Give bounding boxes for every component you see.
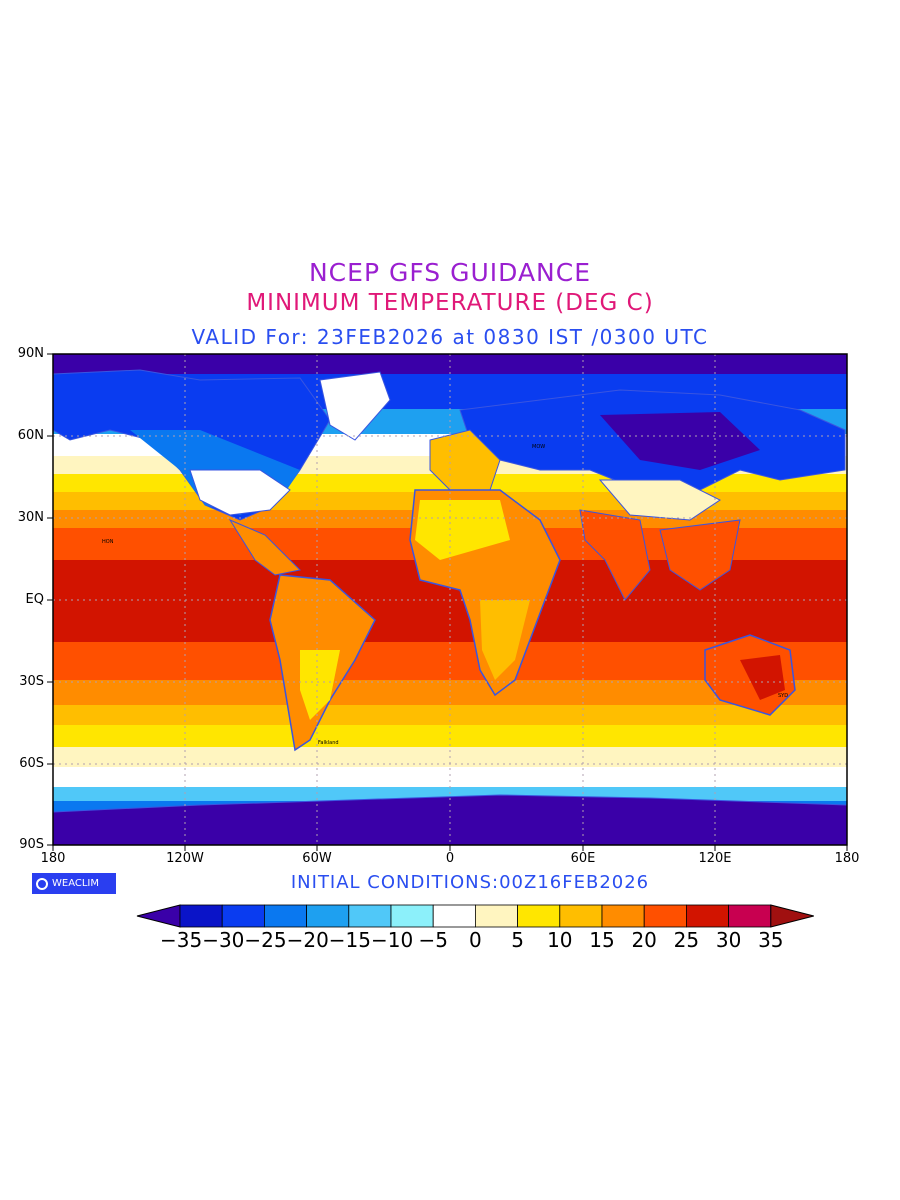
- lon-label-120e: 120E: [698, 851, 732, 866]
- colorbar-label: −30: [202, 928, 245, 952]
- lat-label-60n: 60N: [17, 428, 44, 443]
- colorbar-swatch: [390, 904, 434, 928]
- place-label-syd: SYD: [778, 693, 788, 699]
- colorbar-label: 30: [715, 928, 742, 952]
- lon-label-60e: 60E: [570, 851, 596, 866]
- colorbar-swatch: [728, 904, 772, 928]
- place-label-mow: MOW: [532, 444, 545, 450]
- colorbar-swatch: [306, 904, 350, 928]
- colorbar: [136, 904, 814, 928]
- colorbar-label: −5: [418, 928, 448, 952]
- colorbar-swatch: [643, 904, 687, 928]
- colorbar-swatch: [559, 904, 603, 928]
- colorbar-label: 5: [511, 928, 524, 952]
- map-subtitle: MINIMUM TEMPERATURE (DEG C): [246, 290, 654, 316]
- colorbar-label: 35: [758, 928, 784, 952]
- colorbar-arrow-low: [136, 904, 181, 928]
- lon-label-60w: 60W: [302, 851, 332, 866]
- colorbar-swatch: [474, 904, 518, 928]
- colorbar-label: −10: [371, 928, 414, 952]
- colorbar-label: −35: [160, 928, 203, 952]
- lon-label-0: 0: [445, 851, 455, 866]
- lat-label-60s: 60S: [19, 756, 44, 771]
- colorbar-label: 20: [631, 928, 657, 952]
- place-label-falkland: Falkland: [318, 740, 339, 746]
- colorbar-swatch: [517, 904, 561, 928]
- colorbar-swatch: [221, 904, 265, 928]
- lat-label-90s: 90S: [19, 837, 44, 852]
- colorbar-arrow-high: [770, 904, 814, 928]
- lat-label-90n: 90N: [17, 346, 44, 361]
- colorbar-swatch: [263, 904, 307, 928]
- colorbar-label: −25: [244, 928, 287, 952]
- lat-label-30s: 30S: [19, 674, 44, 689]
- temperature-map: HON Falkland MOW SYD: [47, 353, 848, 851]
- map-title: NCEP GFS GUIDANCE: [308, 258, 591, 287]
- colorbar-swatch: [601, 904, 645, 928]
- colorbar-swatch: [179, 904, 223, 928]
- colorbar-swatch: [432, 904, 476, 928]
- lon-label-180w: 180: [40, 851, 66, 866]
- lat-label-30n: 30N: [17, 510, 44, 525]
- lat-label-eq: EQ: [25, 592, 44, 607]
- lon-label-180e: 180: [834, 851, 860, 866]
- valid-time: VALID For: 23FEB2026 at 0830 IST /0300 U…: [191, 325, 709, 349]
- colorbar-label: 25: [673, 928, 700, 952]
- colorbar-swatch: [348, 904, 392, 928]
- copyright-icon: [36, 877, 48, 890]
- place-label-hon: HON: [102, 539, 114, 545]
- colorbar-label: 0: [469, 928, 482, 952]
- colorbar-label: −20: [286, 928, 329, 952]
- logo-text: WEACLIM: [52, 878, 100, 889]
- colorbar-swatch: [686, 904, 730, 928]
- colorbar-label: −15: [328, 928, 372, 952]
- colorbar-label: 15: [589, 928, 615, 952]
- initial-conditions: INITIAL CONDITIONS:00Z16FEB2026: [290, 872, 650, 893]
- weaclim-logo[interactable]: WEACLIM: [32, 873, 116, 894]
- lon-label-120w: 120W: [166, 851, 204, 866]
- colorbar-label: 10: [547, 928, 573, 952]
